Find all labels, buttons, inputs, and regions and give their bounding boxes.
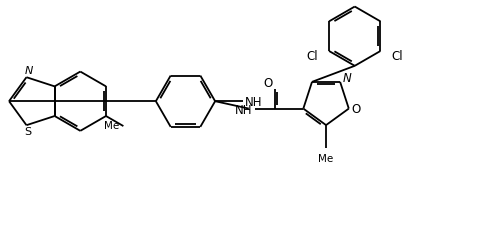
Text: Cl: Cl xyxy=(306,50,318,63)
Text: O: O xyxy=(351,103,360,116)
Text: N: N xyxy=(25,66,33,76)
Text: S: S xyxy=(24,127,31,137)
Text: Me: Me xyxy=(104,121,119,131)
Text: Cl: Cl xyxy=(391,50,402,63)
Text: NH: NH xyxy=(234,103,252,116)
Text: O: O xyxy=(263,77,272,90)
Text: Me: Me xyxy=(318,154,333,164)
Text: NH: NH xyxy=(244,96,262,109)
Text: N: N xyxy=(342,72,351,85)
